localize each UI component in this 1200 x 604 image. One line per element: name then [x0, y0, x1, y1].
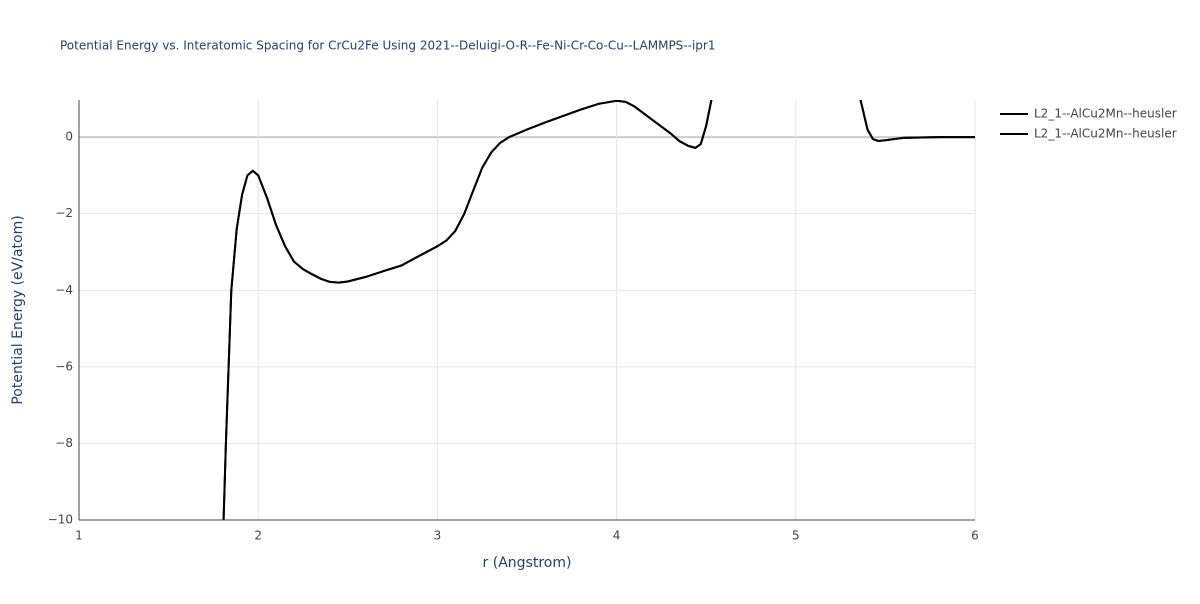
legend-label: L2_1--AlCu2Mn--heusler [1034, 127, 1177, 141]
x-tick-label: 6 [971, 529, 979, 543]
x-tick-label: 2 [254, 529, 262, 543]
y-tick-label: −4 [55, 283, 73, 297]
y-tick-label: −10 [48, 513, 73, 527]
legend-label: L2_1--AlCu2Mn--heusler [1034, 107, 1177, 121]
chart-title: Potential Energy vs. Interatomic Spacing… [60, 39, 715, 53]
y-tick-label: −6 [55, 359, 73, 373]
y-axis-label: Potential Energy (eV/atom) [10, 215, 26, 404]
x-tick-label: 3 [434, 529, 442, 543]
y-tick-label: −8 [55, 436, 73, 450]
x-tick-label: 4 [613, 529, 621, 543]
x-tick-label: 5 [792, 529, 800, 543]
plot-area [222, 100, 975, 520]
y-tick-label: −2 [55, 206, 73, 220]
data-line [222, 100, 975, 520]
data-line [222, 100, 975, 520]
x-axis-label: r (Angstrom) [483, 555, 572, 571]
y-tick-label: 0 [65, 130, 73, 144]
x-tick-label: 1 [75, 529, 83, 543]
